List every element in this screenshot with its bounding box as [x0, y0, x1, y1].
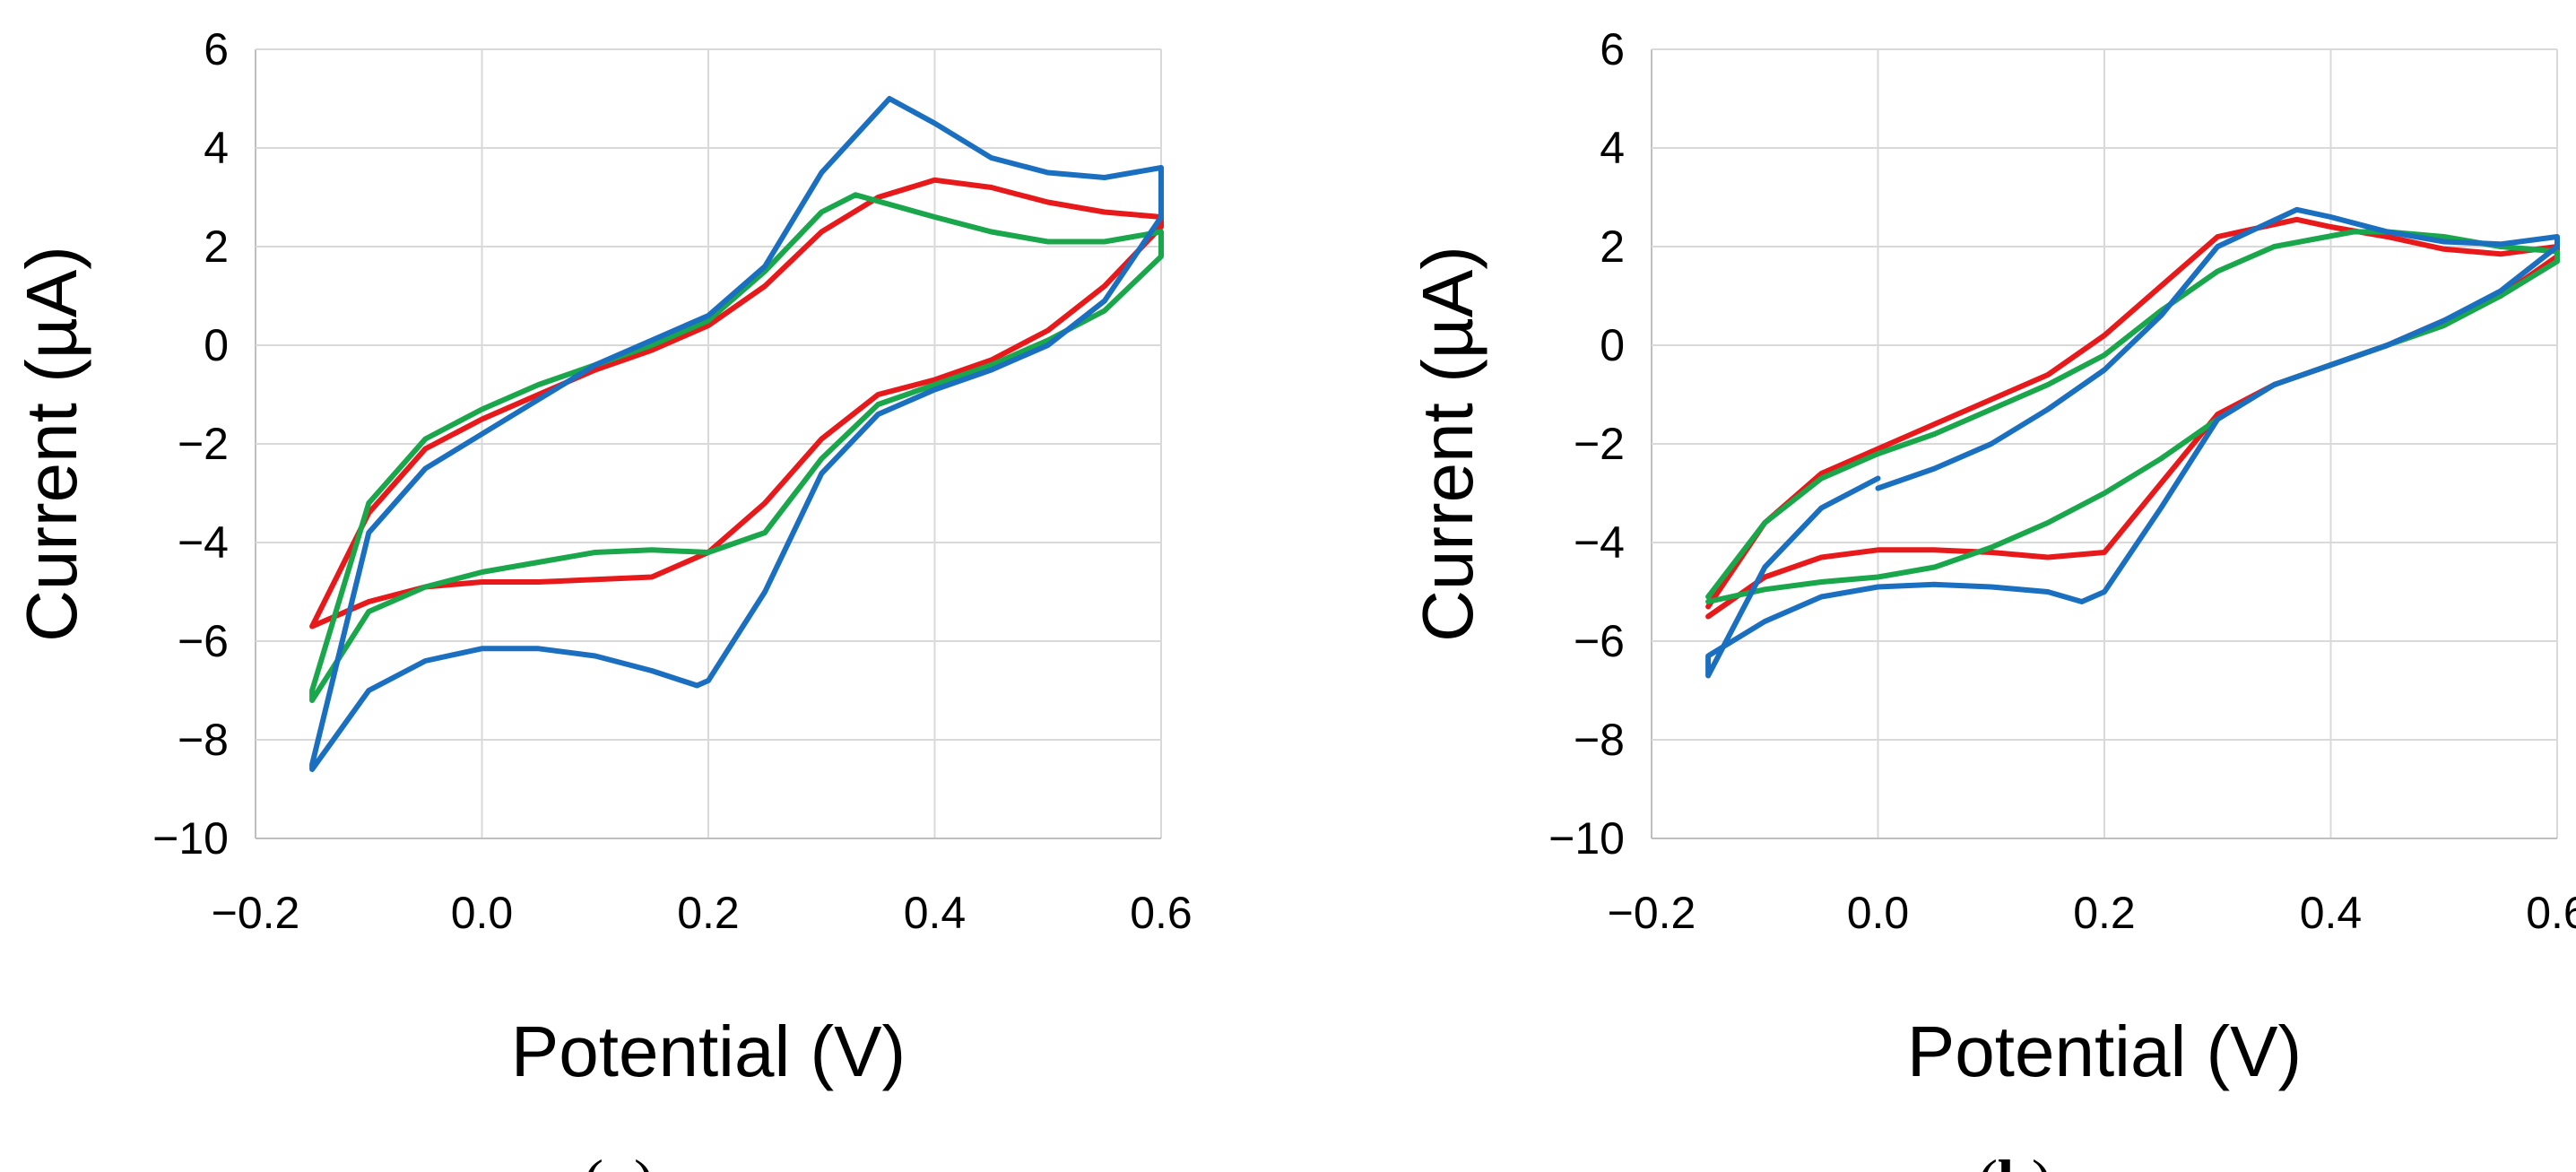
- y-tick-label: 4: [1600, 123, 1625, 173]
- x-tick-label: 0.4: [904, 888, 967, 938]
- panel-label: (a): [583, 1147, 654, 1172]
- y-tick-label: −8: [1574, 715, 1625, 765]
- y-tick-label: 0: [204, 320, 229, 370]
- x-tick-label: −0.2: [212, 888, 300, 938]
- y-tick-label: −6: [1574, 616, 1625, 666]
- y-tick-label: 2: [1600, 221, 1625, 272]
- x-tick-label: 0.6: [2526, 888, 2576, 938]
- series-green-line: [1705, 229, 2560, 604]
- x-tick-label: 0.0: [451, 888, 514, 938]
- y-axis-title: Current (µA): [12, 246, 91, 642]
- y-tick-label: −2: [1574, 419, 1625, 469]
- x-tick-label: 0.2: [677, 888, 740, 938]
- x-tick-label: 0.4: [2300, 888, 2363, 938]
- series-green-line: [309, 192, 1164, 703]
- y-tick-label: −6: [178, 616, 229, 666]
- y-tick-label: −10: [1548, 813, 1625, 864]
- y-tick-label: −10: [152, 813, 229, 864]
- x-tick-label: 0.2: [2073, 888, 2136, 938]
- y-tick-label: 0: [1600, 320, 1625, 370]
- chart-panel-a: −0.2 0.0 0.2 0.4 0.6 −10 −8 −6 −4 −2 0 2 4 6 Potential…: [12, 24, 1193, 1172]
- x-tick-label: 0.6: [1130, 888, 1193, 938]
- y-tick-label: 2: [204, 221, 229, 272]
- y-tick-label: −4: [1574, 517, 1625, 568]
- x-axis-title: Potential (V): [511, 1011, 906, 1091]
- series-blue-line: [309, 96, 1164, 772]
- x-tick-label: −0.2: [1608, 888, 1696, 938]
- y-tick-label: −4: [178, 517, 229, 568]
- y-axis-title: Current (µA): [1408, 246, 1487, 642]
- x-tick-label: 0.0: [1847, 888, 1910, 938]
- series-blue-line: [1705, 206, 2560, 679]
- y-tick-label: −2: [178, 419, 229, 469]
- x-axis-title: Potential (V): [1907, 1011, 2302, 1091]
- series-red-line: [1705, 216, 2560, 620]
- panel-label: (b): [1977, 1147, 2051, 1172]
- chart-panel-b: −0.2 0.0 0.2 0.4 0.6 −10 −8 −6 −4 −2 0 2 4 6 Potential…: [1408, 24, 2576, 1172]
- y-tick-label: −8: [178, 715, 229, 765]
- y-tick-label: 4: [204, 123, 229, 173]
- y-tick-label: 6: [204, 24, 229, 74]
- y-tick-label: 6: [1600, 24, 1625, 74]
